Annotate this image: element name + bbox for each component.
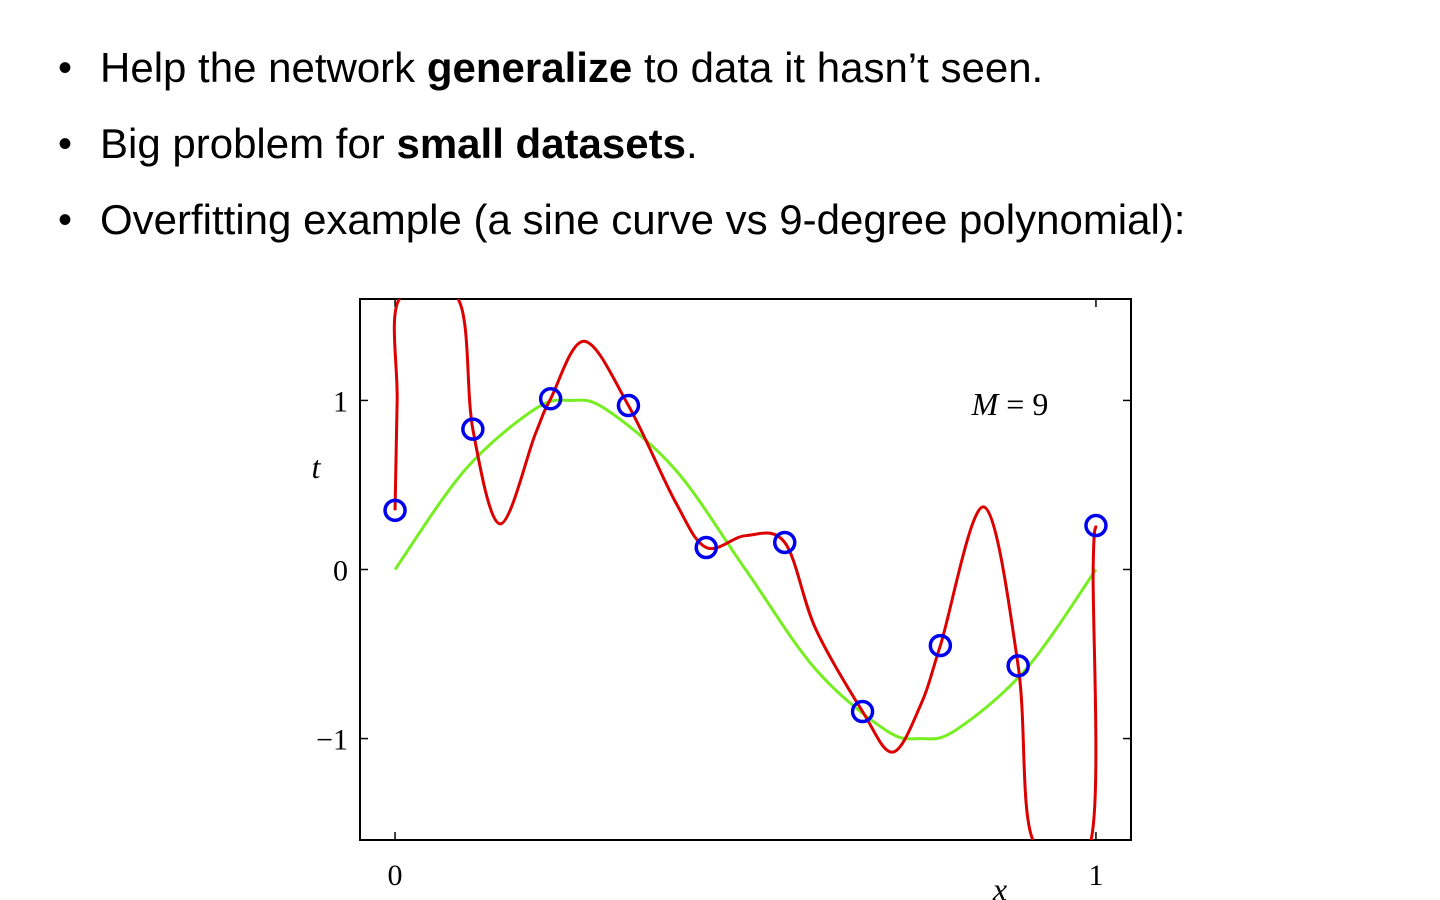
bullet-1-post: to data it hasn’t seen. xyxy=(643,44,1044,91)
data-point xyxy=(850,699,875,724)
y-tick-label: −1 xyxy=(316,724,348,757)
bullet-2-pre: Big problem for xyxy=(100,120,385,167)
bullet-2-post: . xyxy=(685,120,698,167)
bullet-small-datasets: • Big problem for small datasets. xyxy=(58,106,1185,182)
y-axis-label: t xyxy=(312,449,322,485)
bullet-2-bold: small datasets xyxy=(396,120,686,167)
series-layer xyxy=(383,299,1108,840)
bullet-dot-3: • xyxy=(58,198,73,242)
bullet-dot-1: • xyxy=(58,46,73,90)
x-tick-label: 0 xyxy=(388,859,403,892)
bullet-1-pre: Help the network xyxy=(100,44,416,91)
bullet-overfitting: • Overfitting example (a sine curve vs 9… xyxy=(58,182,1185,258)
data-point xyxy=(538,386,563,411)
data-point xyxy=(383,498,407,523)
y-tick-label: 0 xyxy=(333,555,348,588)
axis-ticks: 0 1 1 0 −1 xyxy=(316,299,1131,892)
data-point xyxy=(616,393,641,418)
polynomial-fit-line xyxy=(392,299,1098,840)
annotation-eq: = 9 xyxy=(998,386,1048,422)
x-tick-label: 1 xyxy=(1088,859,1103,892)
model-order-annotation: M = 9 xyxy=(971,386,1049,422)
data-point xyxy=(694,535,718,560)
sine-curve-line xyxy=(393,398,1098,741)
data-point xyxy=(928,633,953,658)
x-axis-label: x xyxy=(992,871,1007,900)
data-point xyxy=(1084,513,1108,538)
bullet-1-bold: generalize xyxy=(426,44,633,91)
bullet-list: • Help the network generalize to data it… xyxy=(58,30,1185,258)
annotation-var: M xyxy=(971,386,1001,422)
bullet-3-text: Overfitting example (a sine curve vs 9-d… xyxy=(100,196,1186,243)
y-tick-label: 1 xyxy=(333,385,348,418)
data-point xyxy=(461,417,485,441)
bullet-generalize: • Help the network generalize to data it… xyxy=(58,30,1185,106)
data-point xyxy=(773,530,797,555)
bullet-dot-2: • xyxy=(58,122,73,166)
data-point xyxy=(1006,654,1030,678)
